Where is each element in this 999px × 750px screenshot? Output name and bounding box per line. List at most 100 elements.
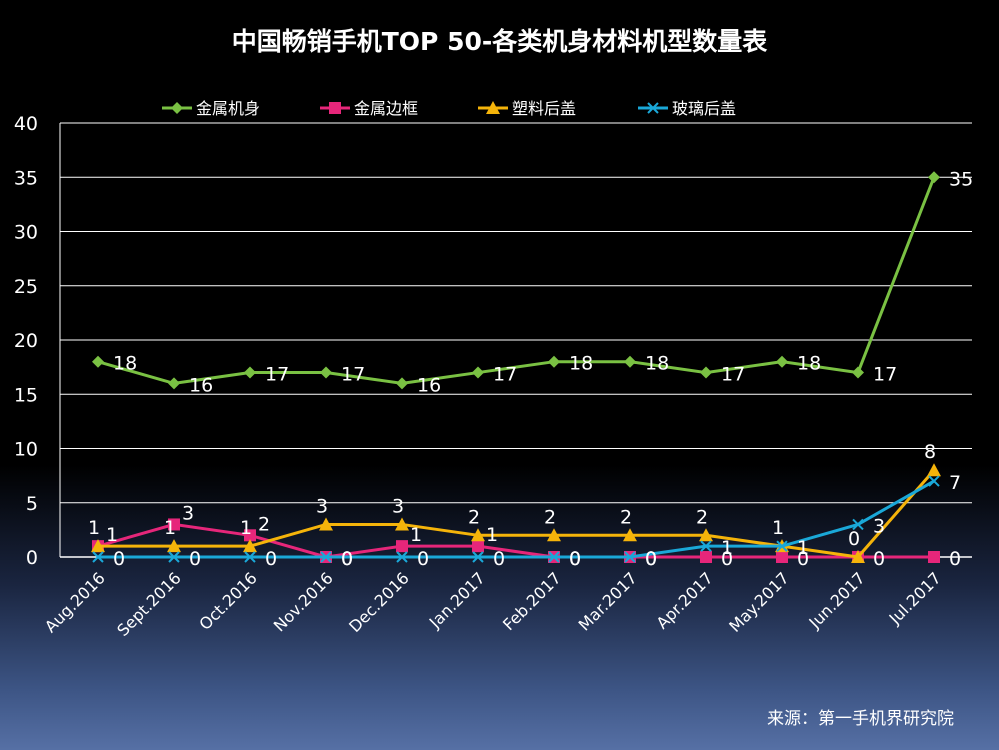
data-label: 17 <box>721 364 745 386</box>
data-label: 1 <box>106 524 118 546</box>
data-point <box>91 539 105 553</box>
data-label: 0 <box>848 528 860 550</box>
data-point <box>168 551 180 563</box>
data-label: 0 <box>797 548 809 570</box>
legend-item: 玻璃后盖 <box>638 99 736 118</box>
data-label: 0 <box>873 548 885 570</box>
x-tick-label: Jan.2017 <box>425 568 489 632</box>
data-point-stroke <box>472 551 484 563</box>
legend-label: 金属机身 <box>196 99 260 118</box>
data-point <box>852 366 864 379</box>
data-label: 0 <box>721 548 733 570</box>
x-tick-label: Jun.2017 <box>805 568 869 632</box>
data-point <box>927 463 941 477</box>
series-line <box>98 479 935 559</box>
data-label: 3 <box>873 515 885 537</box>
data-point-stroke <box>168 551 180 563</box>
y-tick-label: 0 <box>26 547 38 569</box>
data-point <box>471 528 485 542</box>
data-label: 18 <box>113 353 137 375</box>
data-label: 8 <box>924 441 936 463</box>
data-label: 18 <box>569 353 593 375</box>
data-point <box>852 518 864 531</box>
data-point <box>776 355 788 368</box>
data-point <box>395 517 409 531</box>
data-label: 35 <box>949 168 973 190</box>
data-label: 3 <box>182 502 194 524</box>
x-tick-label: May.2017 <box>725 568 793 636</box>
legend-label: 玻璃后盖 <box>672 99 736 118</box>
data-point <box>547 528 561 542</box>
data-label: 16 <box>417 374 441 396</box>
data-label: 0 <box>341 548 353 570</box>
data-point <box>92 551 104 563</box>
data-point <box>329 102 341 114</box>
data-label: 0 <box>341 548 353 570</box>
source-note: 来源：第一手机界研究院 <box>767 709 954 729</box>
data-label: 0 <box>949 548 961 570</box>
series-line <box>97 176 936 385</box>
data-label: 0 <box>113 548 125 570</box>
data-point <box>548 551 560 563</box>
data-point <box>92 355 104 368</box>
data-label: 2 <box>468 506 480 528</box>
data-point <box>624 551 636 563</box>
data-label: 18 <box>797 353 821 375</box>
data-point <box>928 171 940 184</box>
data-point-stroke <box>244 551 256 563</box>
data-point <box>167 539 181 553</box>
legend-item: 金属机身 <box>162 99 260 118</box>
data-label: 1 <box>772 517 784 539</box>
data-label: 2 <box>258 513 270 535</box>
x-tick-label: Sept.2016 <box>113 568 185 640</box>
data-label: 3 <box>316 495 328 517</box>
data-point <box>700 366 712 379</box>
data-point <box>928 551 940 563</box>
x-tick-label: Mar.2017 <box>575 568 641 634</box>
y-tick-label: 10 <box>14 439 38 461</box>
data-point <box>647 102 659 114</box>
data-point <box>486 101 500 114</box>
data-point <box>472 366 484 379</box>
x-tick-label: Oct.2016 <box>195 568 260 633</box>
y-tick-label: 20 <box>14 330 38 352</box>
data-label: 0 <box>645 548 657 570</box>
data-point-stroke <box>624 551 636 563</box>
data-point <box>396 540 408 553</box>
data-label: 0 <box>569 548 581 570</box>
data-label: 17 <box>873 364 897 386</box>
data-point <box>776 551 788 563</box>
data-label: 16 <box>189 374 213 396</box>
data-label: 7 <box>949 472 961 494</box>
legend-item: 塑料后盖 <box>478 99 576 118</box>
data-label: 18 <box>645 353 669 375</box>
data-label: 2 <box>620 506 632 528</box>
legend-label: 金属边框 <box>354 99 418 118</box>
data-point-stroke <box>700 540 712 552</box>
data-label: 1 <box>240 517 252 539</box>
y-tick-label: 25 <box>14 276 38 298</box>
data-point <box>700 540 712 552</box>
x-tick-label: Feb.2017 <box>499 568 565 634</box>
data-point-stroke <box>928 475 940 487</box>
data-point <box>699 528 713 542</box>
data-point-stroke <box>852 518 864 531</box>
data-label: 0 <box>493 548 505 570</box>
data-point <box>623 528 637 542</box>
data-point <box>244 551 256 563</box>
y-tick-label: 40 <box>14 113 38 135</box>
data-label: 2 <box>544 506 556 528</box>
y-tick-label: 5 <box>26 493 38 515</box>
data-label: 0 <box>645 548 657 570</box>
x-tick-label: Jul.2017 <box>885 568 945 628</box>
data-point <box>472 551 484 563</box>
data-point <box>396 377 408 390</box>
legend-label: 塑料后盖 <box>512 99 576 118</box>
data-label: 1 <box>164 517 176 539</box>
data-point <box>320 366 332 379</box>
data-label: 1 <box>410 524 422 546</box>
data-label: 0 <box>417 548 429 570</box>
chart-title: 中国畅销手机TOP 50-各类机身材料机型数量表 <box>231 27 768 56</box>
data-label: 17 <box>493 364 517 386</box>
